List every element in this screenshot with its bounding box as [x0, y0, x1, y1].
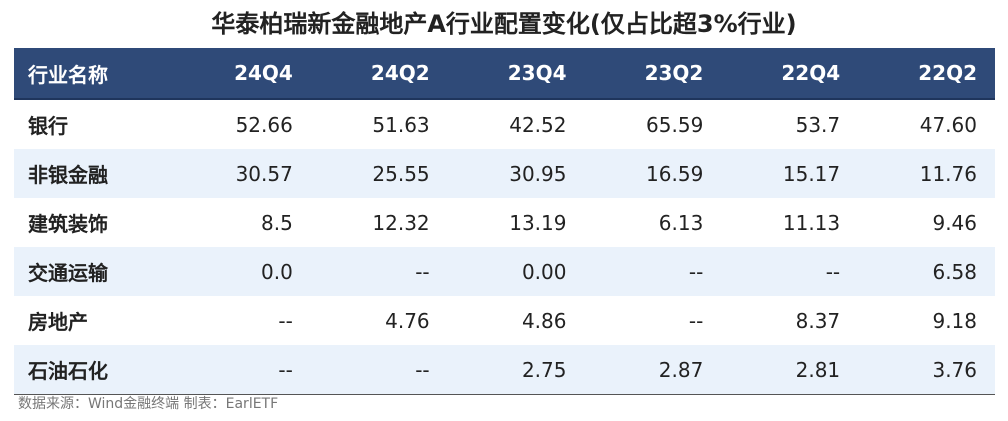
table-cell: --	[310, 345, 448, 395]
table-row: 房地产 -- 4.76 4.86 -- 8.37 9.18	[14, 296, 995, 345]
table-cell: 2.75	[447, 345, 585, 395]
row-label: 房地产	[14, 296, 174, 345]
table-cell: 53.7	[721, 99, 859, 149]
table-body: 银行 52.66 51.63 42.52 65.59 53.7 47.60 非银金融 30.57…	[14, 99, 995, 395]
table-cell: 65.59	[584, 99, 722, 149]
table-cell: 0.00	[447, 247, 585, 296]
table-cell: --	[721, 247, 859, 296]
column-header-23q2: 23Q2	[584, 48, 722, 100]
table-cell: 2.87	[584, 345, 722, 395]
table-cell: 9.18	[858, 296, 995, 345]
table-cell: 8.37	[721, 296, 859, 345]
table-cell: --	[584, 296, 722, 345]
table-cell: 0.0	[174, 247, 311, 296]
row-label: 石油石化	[14, 345, 174, 395]
table-cell: 9.46	[858, 198, 995, 247]
table-cell: 12.32	[310, 198, 448, 247]
allocation-table: 行业名称 24Q4 24Q2 23Q4 23Q2 22Q4 22Q2 银行 52.66 51.6…	[14, 48, 995, 395]
table-cell: 11.13	[721, 198, 859, 247]
table-cell: 47.60	[858, 99, 995, 149]
table-cell: 6.13	[584, 198, 722, 247]
table-cell: --	[584, 247, 722, 296]
table-cell: 51.63	[310, 99, 448, 149]
column-header-24q2: 24Q2	[310, 48, 448, 100]
table-cell: 4.86	[447, 296, 585, 345]
table-cell: 42.52	[447, 99, 585, 149]
table-cell: 15.17	[721, 149, 859, 198]
table-row: 石油石化 -- -- 2.75 2.87 2.81 3.76	[14, 345, 995, 395]
table-cell: --	[174, 345, 311, 395]
table-cell: 8.5	[174, 198, 311, 247]
row-label: 银行	[14, 99, 174, 149]
row-label: 建筑装饰	[14, 198, 174, 247]
row-label: 非银金融	[14, 149, 174, 198]
source-note: 数据来源：Wind金融终端 制表：EarlETF	[18, 396, 279, 412]
column-header-23q4: 23Q4	[447, 48, 585, 100]
column-header-24q4: 24Q4	[174, 48, 311, 100]
column-header-industry: 行业名称	[14, 48, 174, 100]
table-cell: 25.55	[310, 149, 448, 198]
table-cell: 52.66	[174, 99, 311, 149]
table-cell: --	[174, 296, 311, 345]
table-row: 交通运输 0.0 -- 0.00 -- -- 6.58	[14, 247, 995, 296]
chart-title: 华泰柏瑞新金融地产A行业配置变化(仅占比超3%行业)	[211, 10, 797, 38]
table-cell: 11.76	[858, 149, 995, 198]
column-header-22q2: 22Q2	[858, 48, 995, 100]
table-row: 建筑装饰 8.5 12.32 13.19 6.13 11.13 9.46	[14, 198, 995, 247]
column-header-22q4: 22Q4	[721, 48, 859, 100]
table-cell: 16.59	[584, 149, 722, 198]
table-cell: 4.76	[310, 296, 448, 345]
table-cell: 6.58	[858, 247, 995, 296]
table-cell: 30.57	[174, 149, 311, 198]
table-cell: 30.95	[447, 149, 585, 198]
header-row: 行业名称 24Q4 24Q2 23Q4 23Q2 22Q4 22Q2	[14, 48, 995, 100]
table-cell: 13.19	[447, 198, 585, 247]
table-row: 银行 52.66 51.63 42.52 65.59 53.7 47.60	[14, 99, 995, 149]
row-label: 交通运输	[14, 247, 174, 296]
table-cell: 2.81	[721, 345, 859, 395]
table-row: 非银金融 30.57 25.55 30.95 16.59 15.17 11.76	[14, 149, 995, 198]
table-cell: --	[310, 247, 448, 296]
table-cell: 3.76	[858, 345, 995, 395]
